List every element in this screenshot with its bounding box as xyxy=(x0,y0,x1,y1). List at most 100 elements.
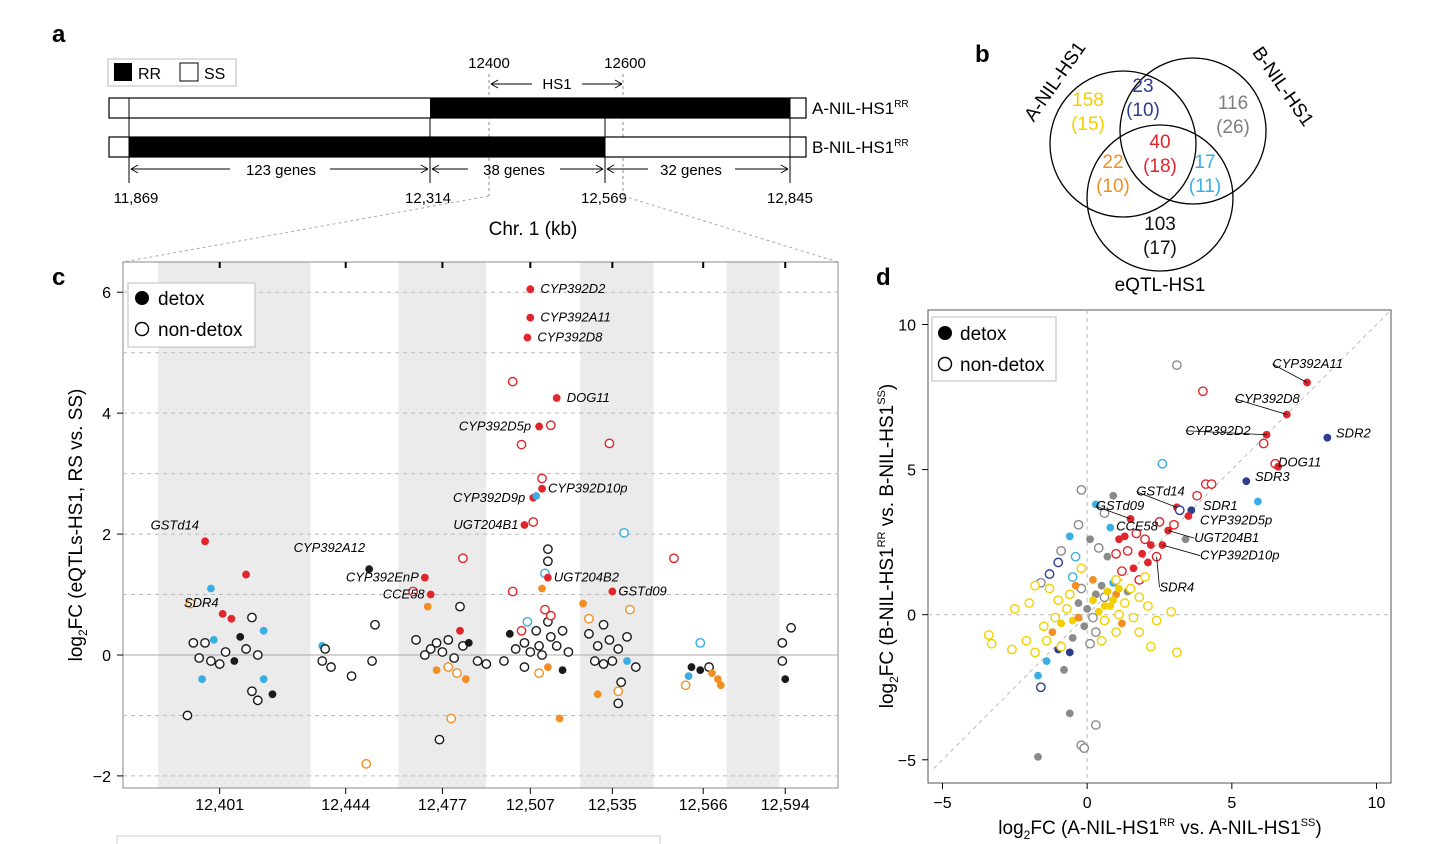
point-d-26 xyxy=(1131,528,1142,539)
point-d-106 xyxy=(1171,647,1182,658)
point-d-121 xyxy=(1076,563,1087,574)
gene-label-c-CYP392EnP: CYP392EnP xyxy=(346,570,419,585)
point-d-9 xyxy=(1171,360,1182,371)
gene-label-d-GSTd14: GSTd14 xyxy=(1136,484,1184,499)
point-d-31 xyxy=(1122,545,1133,556)
point-c-33 xyxy=(227,614,236,623)
point-d-86 xyxy=(1048,628,1057,637)
ytick-label-d-1: 0 xyxy=(907,608,916,625)
point-d-120 xyxy=(1134,627,1145,638)
panel-c-letter: c xyxy=(52,264,65,291)
point-c-119 xyxy=(593,690,602,699)
xtick-label-c-6: 12,594 xyxy=(761,797,810,814)
point-c-101 xyxy=(499,656,509,666)
point-c-42 xyxy=(259,626,268,635)
plot-frame-d xyxy=(927,309,1392,784)
point-d-117 xyxy=(1125,583,1136,594)
pos-label-11869: 11,869 xyxy=(114,190,159,207)
point-c-124 xyxy=(696,666,705,675)
point-d-34 xyxy=(1109,491,1118,500)
venn-count-AE: 22 xyxy=(1102,152,1123,173)
ylabel-c: log2FC (eQTLs-HS1, RS vs. SS) xyxy=(66,389,90,662)
point-d-113 xyxy=(1064,589,1075,600)
point-c-109 xyxy=(598,619,609,630)
point-c-14 xyxy=(520,521,529,529)
point-c-116 xyxy=(623,657,631,665)
point-d-53 xyxy=(1067,572,1078,582)
panel-c: c −2 0 2 4 6 12,401 12,444 12,477 12,507 12,535 12… xyxy=(52,261,839,814)
point-d-85 xyxy=(1038,621,1049,632)
genes-arrowheads-1 xyxy=(130,164,429,174)
point-d-84 xyxy=(1030,647,1040,658)
point-d-7 xyxy=(1242,477,1251,486)
point-c-87 xyxy=(516,625,527,636)
ytick-label-c-3: 4 xyxy=(102,406,111,423)
gene-label-d-CYP392D5p: CYP392D5p xyxy=(1200,513,1272,528)
point-c-7 xyxy=(516,439,527,450)
point-d-95 xyxy=(1074,613,1083,622)
point-c-98 xyxy=(563,647,574,657)
point-d-13 xyxy=(1206,479,1217,490)
point-c-48 xyxy=(194,653,205,663)
ytick-label-d-0: −5 xyxy=(898,753,916,770)
point-c-130 xyxy=(716,681,725,690)
legend-rr-swatch xyxy=(114,63,132,81)
point-d-30 xyxy=(1111,548,1121,559)
point-d-79 xyxy=(1034,752,1042,761)
point-c-92 xyxy=(534,641,545,651)
point-c-3 xyxy=(507,376,518,387)
point-c-72 xyxy=(443,634,454,645)
leader-d-GSTd09 xyxy=(1095,505,1131,520)
point-d-25 xyxy=(1138,549,1147,558)
point-d-115 xyxy=(1041,635,1052,646)
ytick-label-c-2: 2 xyxy=(102,527,111,544)
point-d-35 xyxy=(1154,516,1165,527)
point-c-61 xyxy=(317,656,328,666)
xtick-label-d-1: 0 xyxy=(1083,795,1092,812)
point-c-77 xyxy=(456,626,464,635)
venn-count-AB: 23 xyxy=(1132,76,1153,97)
point-d-65 xyxy=(1080,622,1089,631)
point-d-97 xyxy=(1099,615,1110,626)
point-c-133 xyxy=(777,656,788,666)
point-d-111 xyxy=(1111,574,1121,585)
point-c-6 xyxy=(545,420,556,431)
hs1-arrowhead-left xyxy=(490,79,499,89)
track-a-rr xyxy=(430,98,790,118)
ylabel-c-sub: 2 xyxy=(76,629,90,636)
hs1-label: HS1 xyxy=(542,76,571,93)
point-c-19 xyxy=(542,544,553,555)
point-c-8 xyxy=(604,438,615,449)
point-c-40 xyxy=(625,604,635,615)
point-c-122 xyxy=(695,637,706,648)
point-d-4 xyxy=(1323,433,1332,442)
track-b-sup: RR xyxy=(894,138,908,149)
point-c-57 xyxy=(252,695,263,706)
point-c-114 xyxy=(598,659,609,669)
ylabel-d-sup1: RR xyxy=(876,531,888,547)
legend-d-nondetox-marker xyxy=(937,356,953,372)
point-c-105 xyxy=(558,666,567,675)
xlabel-d-mid: vs. A-NIL-HS1 xyxy=(1175,818,1301,839)
point-c-107 xyxy=(584,628,594,639)
point-d-43 xyxy=(1065,532,1074,541)
point-c-50 xyxy=(214,659,225,669)
point-d-112 xyxy=(1089,596,1097,605)
point-c-58 xyxy=(182,710,193,721)
xtick-label-d-3: 10 xyxy=(1368,795,1386,812)
point-c-88 xyxy=(519,637,530,648)
gene-label-c-CYP392D10p: CYP392D10p xyxy=(548,481,628,496)
point-d-105 xyxy=(1166,606,1176,617)
point-c-36 xyxy=(455,601,465,612)
gene-label-c-CYP392A11: CYP392A11 xyxy=(540,310,611,325)
hs1-tick-12600: 12600 xyxy=(604,55,646,72)
gene-label-c-DOG11: DOG11 xyxy=(567,390,610,405)
point-d-41 xyxy=(1091,500,1100,509)
point-c-110 xyxy=(604,634,615,645)
gene-label-c-CYP392A12: CYP392A12 xyxy=(294,540,366,555)
point-d-69 xyxy=(1065,648,1074,657)
point-c-69 xyxy=(425,644,436,654)
zoom-line-left xyxy=(122,195,490,263)
point-d-55 xyxy=(1097,581,1106,590)
point-d-100 xyxy=(1119,598,1130,608)
